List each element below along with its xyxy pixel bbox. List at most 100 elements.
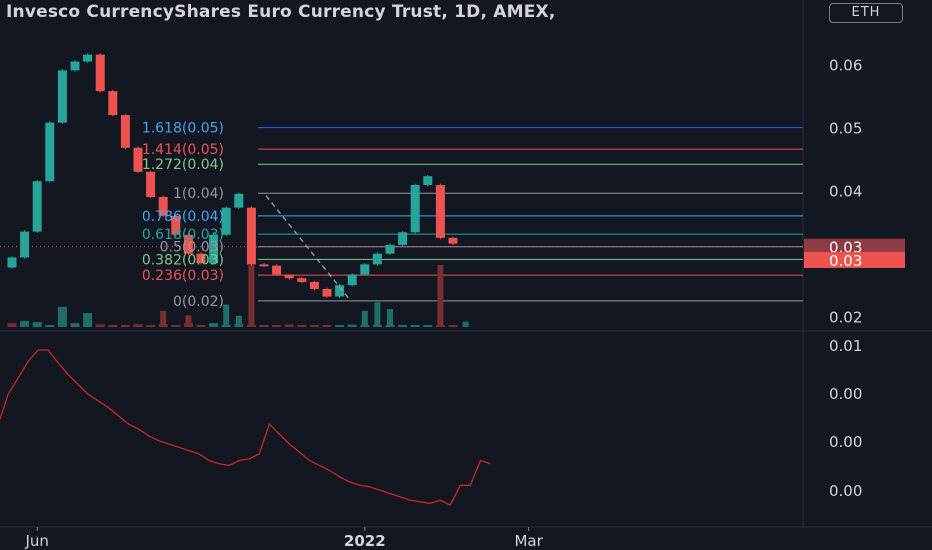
oscillator-axis-tick: 0.00 — [829, 482, 862, 500]
volume-bar — [185, 315, 192, 327]
price-label-text: 0.03 — [829, 252, 862, 270]
fib-level-label: 0.236(0.03) — [142, 268, 224, 284]
volume-bar — [322, 324, 332, 327]
volume-bar — [347, 324, 357, 327]
chart-title: Invesco CurrencyShares Euro Currency Tru… — [6, 2, 556, 22]
oscillator-axis-tick: 0.00 — [829, 385, 862, 403]
volume-bar — [160, 310, 167, 327]
volume-bar — [272, 324, 282, 327]
candle-body — [57, 70, 67, 123]
candle-body — [70, 61, 80, 71]
volume-bar — [196, 324, 206, 327]
candle-body — [410, 185, 420, 233]
candle-body — [120, 115, 130, 148]
candle-body — [259, 264, 269, 267]
oscillator-axis-tick: 0.00 — [829, 433, 862, 451]
fib-level-label: 0.618(0.03) — [142, 227, 224, 243]
candle-body — [372, 253, 382, 265]
volume-bar — [335, 324, 345, 327]
price-label-box — [804, 238, 905, 255]
volume-bar — [70, 323, 80, 327]
fib-level-label: 0.786(0.04) — [142, 209, 224, 225]
volume-bar — [223, 304, 230, 327]
volume-bar — [361, 310, 368, 327]
candle-body — [322, 288, 332, 297]
volume-bar — [248, 265, 255, 327]
volume-bar — [57, 306, 67, 327]
volume-bar — [95, 324, 105, 327]
volume-bar — [374, 302, 381, 327]
price-label-box — [804, 251, 905, 268]
candle-body — [83, 54, 93, 62]
fib-level-label: 1.618(0.05) — [142, 121, 224, 137]
candle-body — [272, 265, 282, 275]
volume-bar — [462, 321, 469, 327]
candle-body — [171, 215, 181, 235]
candle-body — [20, 231, 30, 258]
volume-bar — [297, 324, 307, 327]
candle-body — [246, 207, 256, 265]
volume-bar — [146, 324, 156, 327]
candle-body — [284, 274, 294, 279]
volume-bar — [120, 324, 130, 327]
volume-bar — [108, 324, 118, 327]
candle-body — [297, 278, 307, 283]
time-axis-label: Jun — [24, 532, 48, 550]
oscillator-axis-tick: 0.01 — [829, 337, 862, 355]
candle-body — [221, 207, 231, 235]
candle-body — [448, 237, 458, 244]
fib-level-label: 1(0.04) — [173, 186, 224, 202]
fib-level-label: 0(0.02) — [173, 294, 224, 310]
candle-body — [347, 274, 357, 286]
volume-bar — [171, 324, 181, 327]
fib-level-label: 0.382(0.03) — [142, 252, 224, 268]
volume-bar — [448, 324, 458, 327]
volume-bar — [387, 309, 393, 327]
candle-body — [158, 196, 168, 216]
candle-body — [45, 122, 55, 182]
candle-body — [108, 91, 118, 116]
volume-bar — [398, 324, 408, 327]
candle-body — [209, 234, 219, 264]
candle-body — [196, 253, 206, 264]
candle-body — [435, 185, 445, 238]
time-axis-label: 2022 — [344, 532, 386, 550]
price-axis-tick: 0.06 — [829, 57, 862, 75]
candle-body — [146, 171, 156, 197]
fib-level-label: 1.272(0.04) — [142, 157, 224, 173]
price-axis-tick: 0.02 — [829, 309, 862, 327]
volume-bar — [235, 315, 242, 327]
candle-body — [309, 282, 319, 289]
currency-badge[interactable]: ETH — [829, 3, 903, 23]
price-axis-tick: 0.04 — [829, 183, 862, 201]
volume-bar — [437, 265, 444, 327]
candle-body — [398, 232, 408, 245]
fib-level-label: 0.5(0.03) — [160, 240, 224, 256]
volume-bar — [309, 324, 319, 327]
candle-body — [360, 264, 370, 275]
volume-bar — [45, 324, 55, 327]
candle-body — [133, 147, 143, 172]
fib-trend-line — [265, 195, 349, 299]
candle-body — [95, 54, 105, 92]
volume-bar — [133, 324, 143, 327]
candle-body — [423, 176, 433, 186]
volume-bar — [32, 322, 42, 327]
volume-bar — [284, 324, 294, 327]
time-axis-label: Mar — [514, 532, 543, 550]
volume-bar — [20, 320, 30, 327]
volume-bar — [259, 324, 269, 327]
candle-body — [32, 181, 42, 232]
candle-body — [335, 285, 345, 297]
price-axis-tick: 0.05 — [829, 120, 862, 138]
volume-bar — [423, 324, 433, 327]
volume-bar — [7, 323, 17, 327]
oscillator-line — [0, 349, 491, 506]
candle-body — [7, 257, 17, 268]
volume-bar — [410, 324, 420, 327]
volume-bar — [209, 323, 219, 327]
fib-level-label: 1.414(0.05) — [142, 142, 224, 158]
candle-body — [183, 234, 193, 254]
candle-body — [385, 244, 395, 254]
